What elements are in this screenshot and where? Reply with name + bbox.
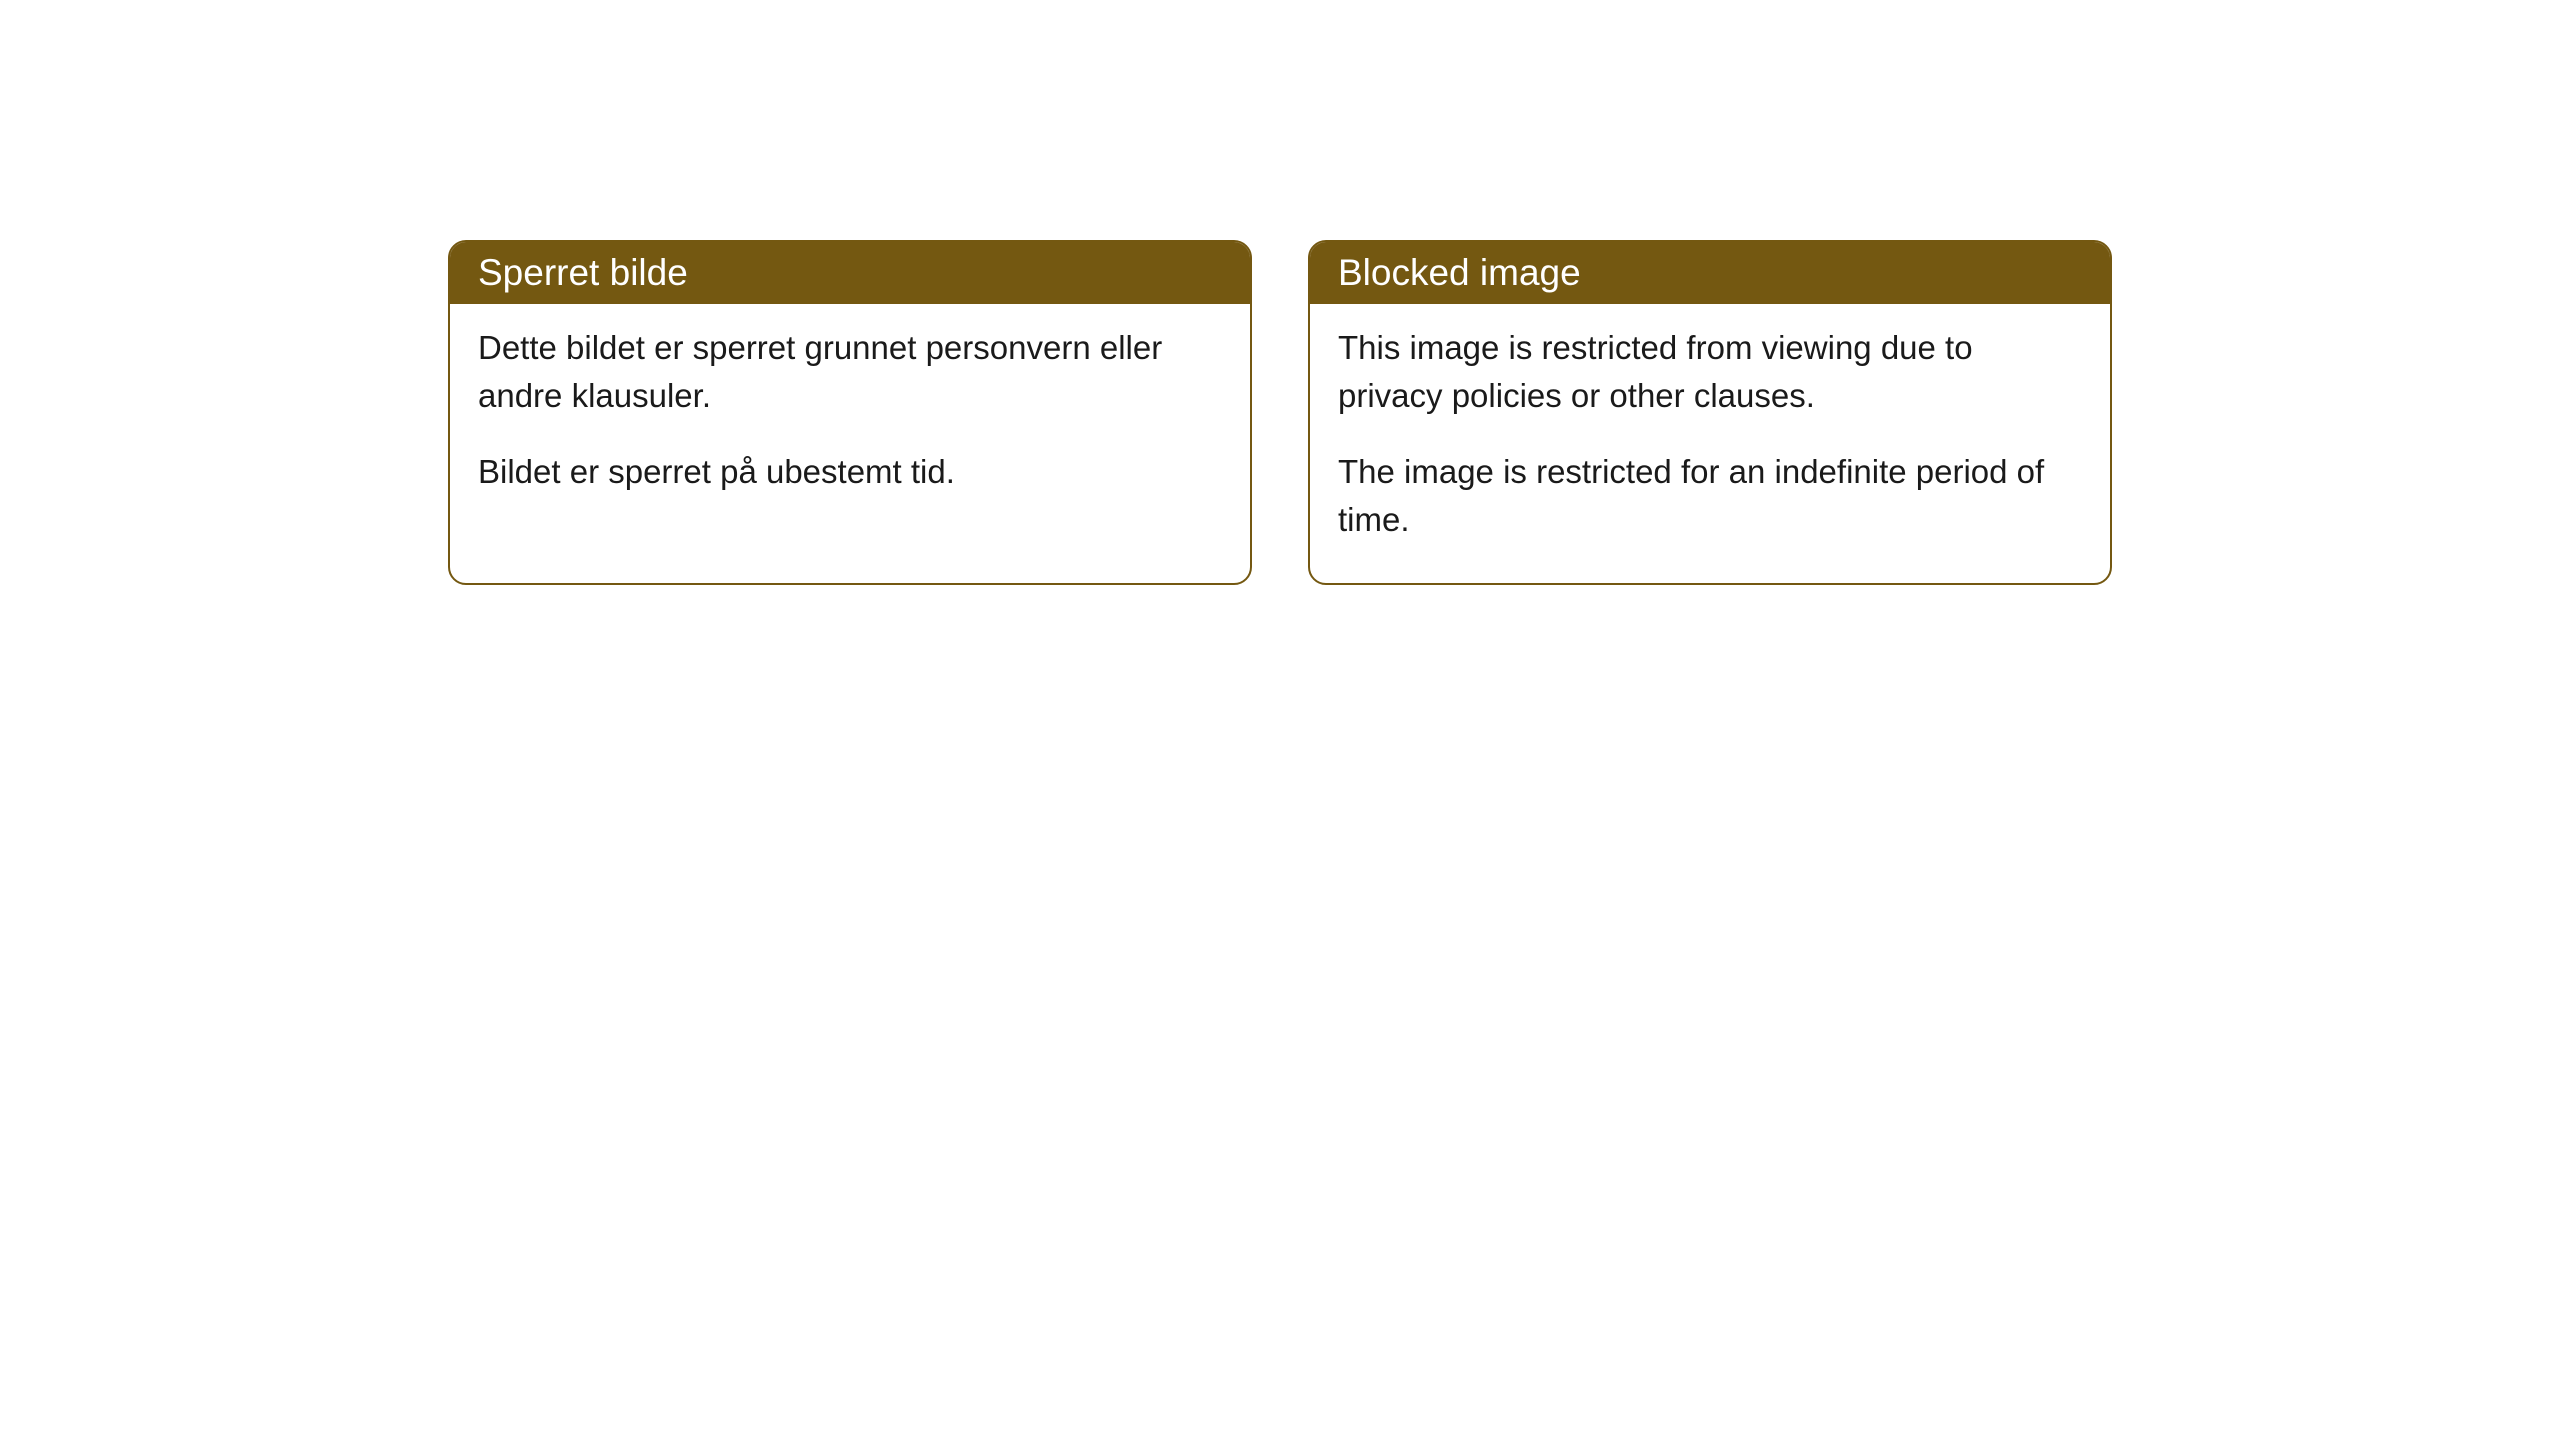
notice-cards-container: Sperret bilde Dette bildet er sperret gr…	[448, 240, 2112, 585]
card-header: Sperret bilde	[450, 242, 1250, 304]
notice-card-english: Blocked image This image is restricted f…	[1308, 240, 2112, 585]
card-paragraph: The image is restricted for an indefinit…	[1338, 448, 2082, 544]
card-paragraph: This image is restricted from viewing du…	[1338, 324, 2082, 420]
card-paragraph: Dette bildet er sperret grunnet personve…	[478, 324, 1222, 420]
card-body: This image is restricted from viewing du…	[1310, 304, 2110, 583]
notice-card-norwegian: Sperret bilde Dette bildet er sperret gr…	[448, 240, 1252, 585]
card-paragraph: Bildet er sperret på ubestemt tid.	[478, 448, 1222, 496]
card-body: Dette bildet er sperret grunnet personve…	[450, 304, 1250, 536]
card-header: Blocked image	[1310, 242, 2110, 304]
